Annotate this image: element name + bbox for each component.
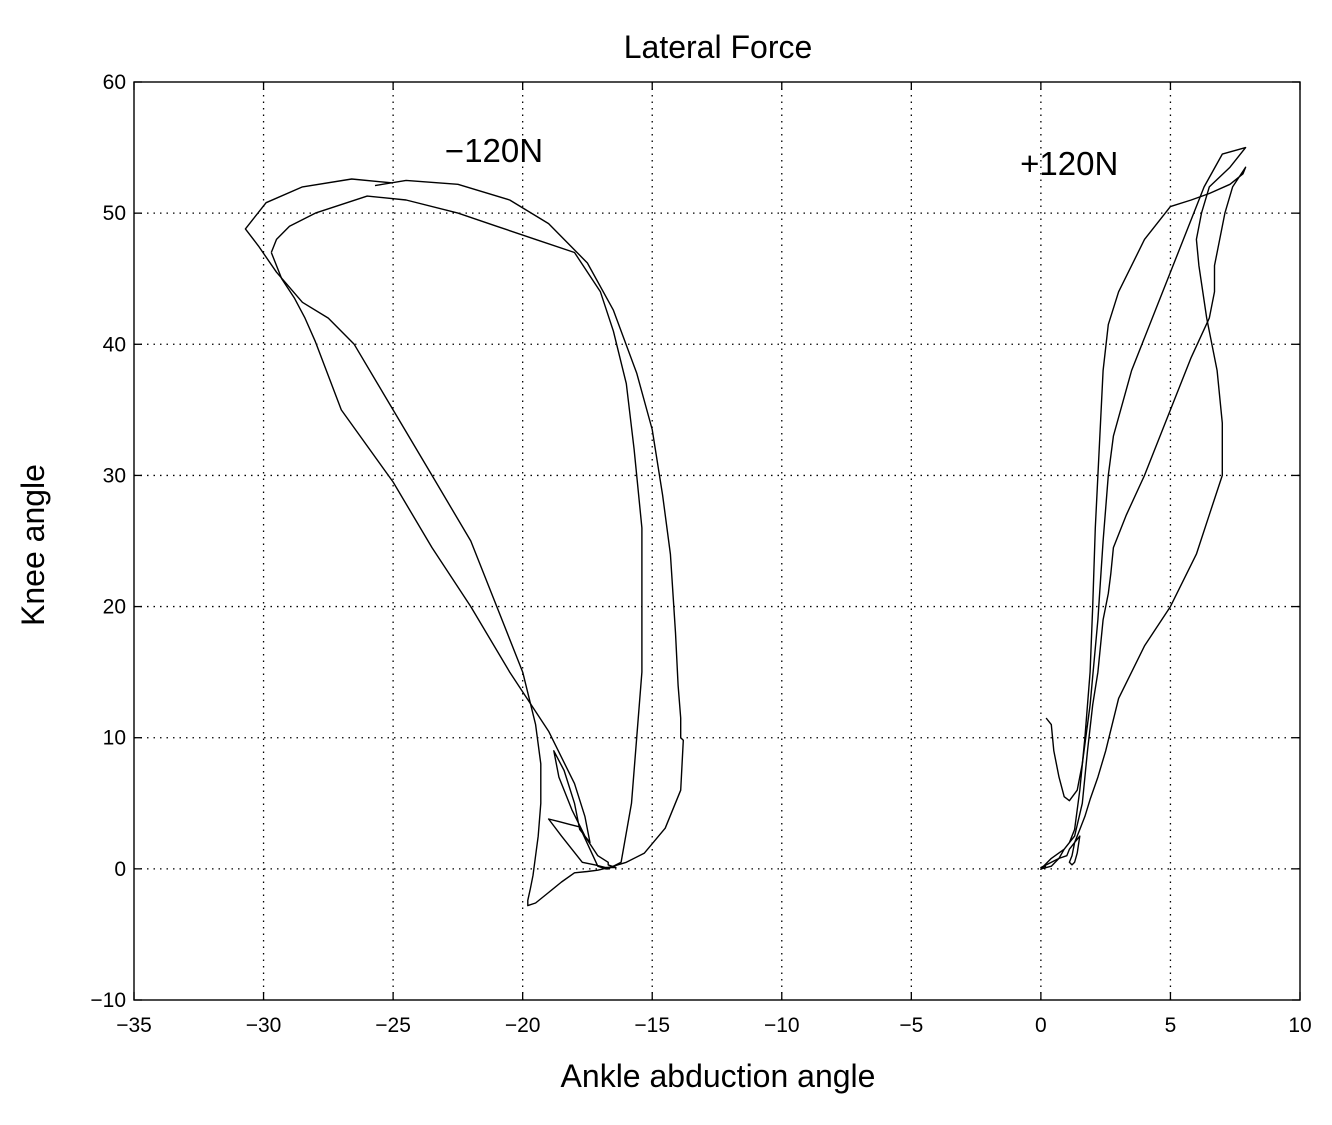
y-tick-label: 10 [103, 727, 126, 750]
x-tick-label: −30 [246, 1014, 282, 1037]
series-line-2 [270, 195, 643, 870]
series-group [244, 146, 1247, 907]
x-tick-label: −15 [634, 1014, 670, 1037]
series-line-3 [1040, 146, 1247, 869]
axis-ticks: −35 −30 −25 −20 −15 −10 −5 0 5 10 −10 0 10 20 30 40 50 60 [90, 71, 1311, 1037]
x-tick-label: −5 [899, 1014, 923, 1037]
plot-frame [133, 81, 1301, 1001]
x-tick-label: −35 [116, 1014, 152, 1037]
x-tick-label: 5 [1165, 1014, 1177, 1037]
series-line-1 [244, 178, 684, 907]
annotation-minus-120n: −120N [445, 132, 543, 169]
y-tick-label: 50 [103, 202, 126, 225]
x-axis-label: Ankle abduction angle [561, 1058, 876, 1094]
y-tick-label: 20 [103, 596, 126, 619]
x-tick-label: 10 [1288, 1014, 1311, 1037]
y-tick-label: 40 [103, 333, 126, 356]
x-tick-label: −20 [505, 1014, 541, 1037]
series-line-4 [1040, 166, 1247, 870]
y-tick-label: 0 [114, 858, 126, 881]
chart-title: Lateral Force [624, 29, 813, 65]
y-tick-label: 60 [103, 71, 126, 94]
y-tick-label: −10 [90, 989, 126, 1012]
x-tick-label: −10 [764, 1014, 800, 1037]
x-tick-label: 0 [1035, 1014, 1047, 1037]
y-axis-label: Knee angle [15, 464, 51, 626]
annotation-plus-120n: +120N [1020, 145, 1118, 182]
y-tick-label: 30 [103, 464, 126, 487]
x-tick-label: −25 [375, 1014, 411, 1037]
